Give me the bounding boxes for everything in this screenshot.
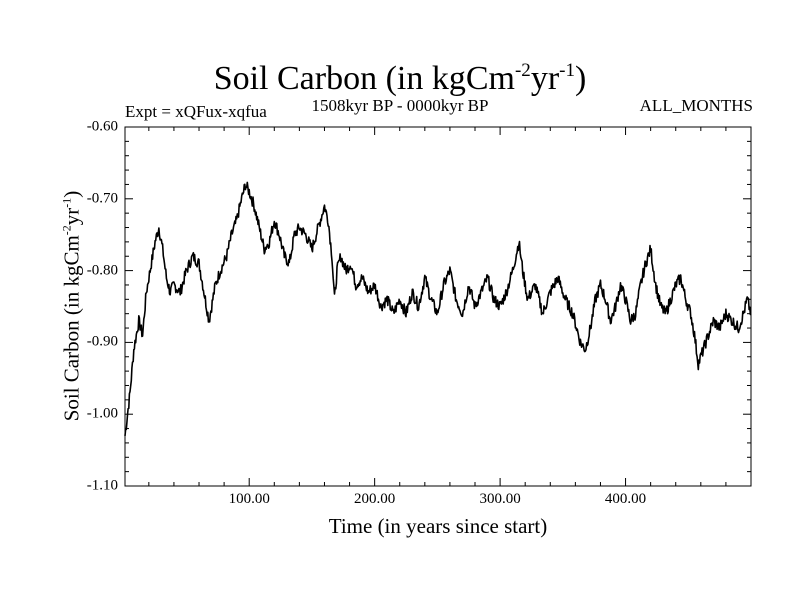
y-axis-label: Soil Carbon (in kgCm-2yr-1) — [59, 190, 84, 422]
x-tick-label: 100.00 — [228, 491, 270, 507]
series-line-soil-carbon — [124, 181, 752, 436]
x-tick-label: 200.00 — [354, 491, 396, 507]
plot-frame — [124, 126, 752, 487]
period-label: 1508kyr BP - 0000kyr BP — [311, 96, 489, 115]
axis-ticks — [125, 126, 752, 487]
x-tick-label: 400.00 — [604, 491, 647, 507]
chart-title: Soil Carbon (in kgCm-2yr-1) — [213, 60, 587, 97]
experiment-label: Expt = xQFux-xqfua — [125, 102, 267, 121]
y-tick-label: -0.80 — [86, 262, 118, 279]
y-tick-label: -0.60 — [86, 118, 118, 135]
x-tick-label: 300.00 — [479, 491, 521, 507]
season-label: ALL_MONTHS — [639, 96, 753, 115]
y-tick-label: -1.10 — [86, 477, 118, 494]
x-axis-label: Time (in years since start) — [328, 514, 548, 538]
y-tick-label: -0.90 — [86, 333, 118, 350]
y-tick-label: -1.00 — [86, 405, 118, 422]
y-tick-label: -0.70 — [86, 190, 118, 207]
